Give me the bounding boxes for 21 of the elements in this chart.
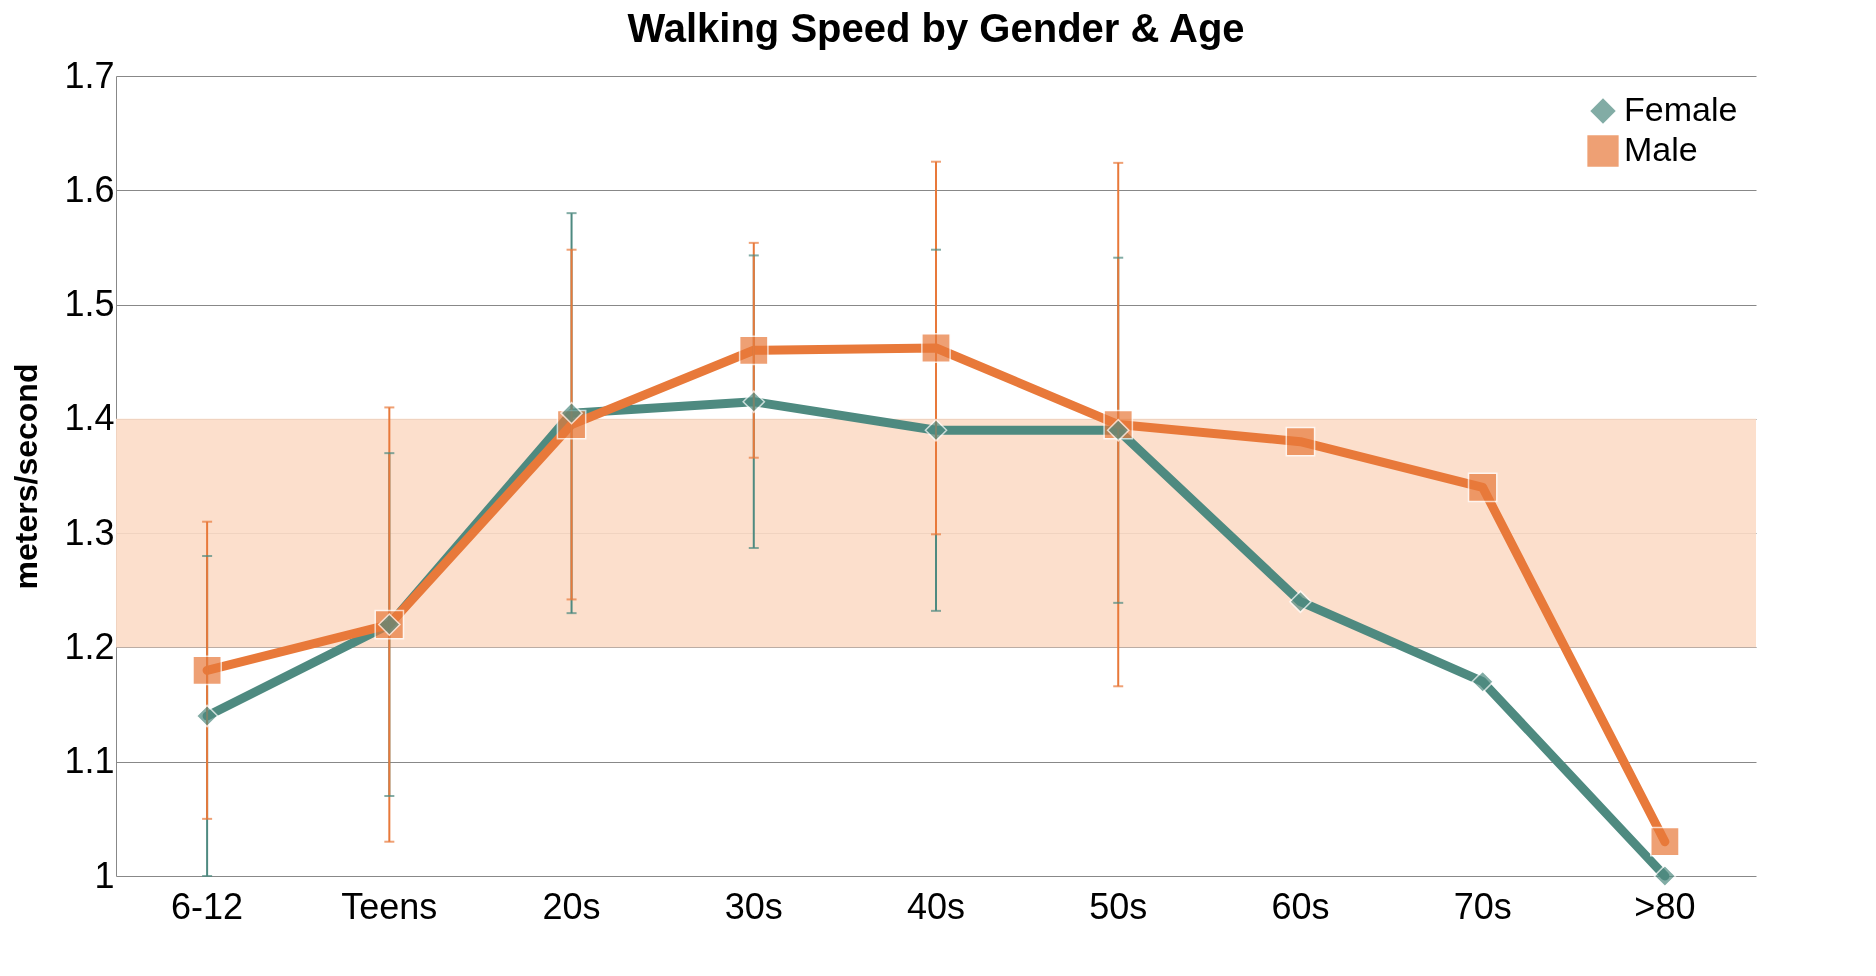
y-tick-label: 1.6 bbox=[64, 168, 115, 210]
legend-label: Female bbox=[1624, 90, 1738, 128]
x-tick-label: 50s bbox=[1089, 885, 1148, 927]
x-tick-label: 60s bbox=[1271, 885, 1330, 927]
y-tick-label: 1.2 bbox=[64, 625, 115, 667]
x-tick-label: 30s bbox=[724, 885, 783, 927]
x-tick-label: 40s bbox=[906, 885, 966, 927]
y-tick-label: 1.1 bbox=[64, 740, 115, 782]
x-tick-label: 20s bbox=[542, 885, 601, 927]
x-tick-label: 6-12 bbox=[171, 885, 244, 927]
chart-title: Walking Speed by Gender & Age bbox=[627, 6, 1245, 50]
y-tick-label: 1.4 bbox=[64, 397, 115, 439]
legend-label: Male bbox=[1624, 130, 1698, 168]
y-tick-label: 1.3 bbox=[64, 511, 115, 553]
x-tick-label: >80 bbox=[1634, 885, 1696, 927]
y-axis-title: meters/second bbox=[8, 363, 45, 590]
y-tick-label: 1.5 bbox=[64, 283, 115, 325]
y-tick-label: 1.7 bbox=[64, 54, 115, 96]
y-tick-label: 1 bbox=[94, 854, 115, 896]
x-tick-label: 70s bbox=[1453, 885, 1512, 927]
x-tick-label: Teens bbox=[341, 885, 438, 927]
